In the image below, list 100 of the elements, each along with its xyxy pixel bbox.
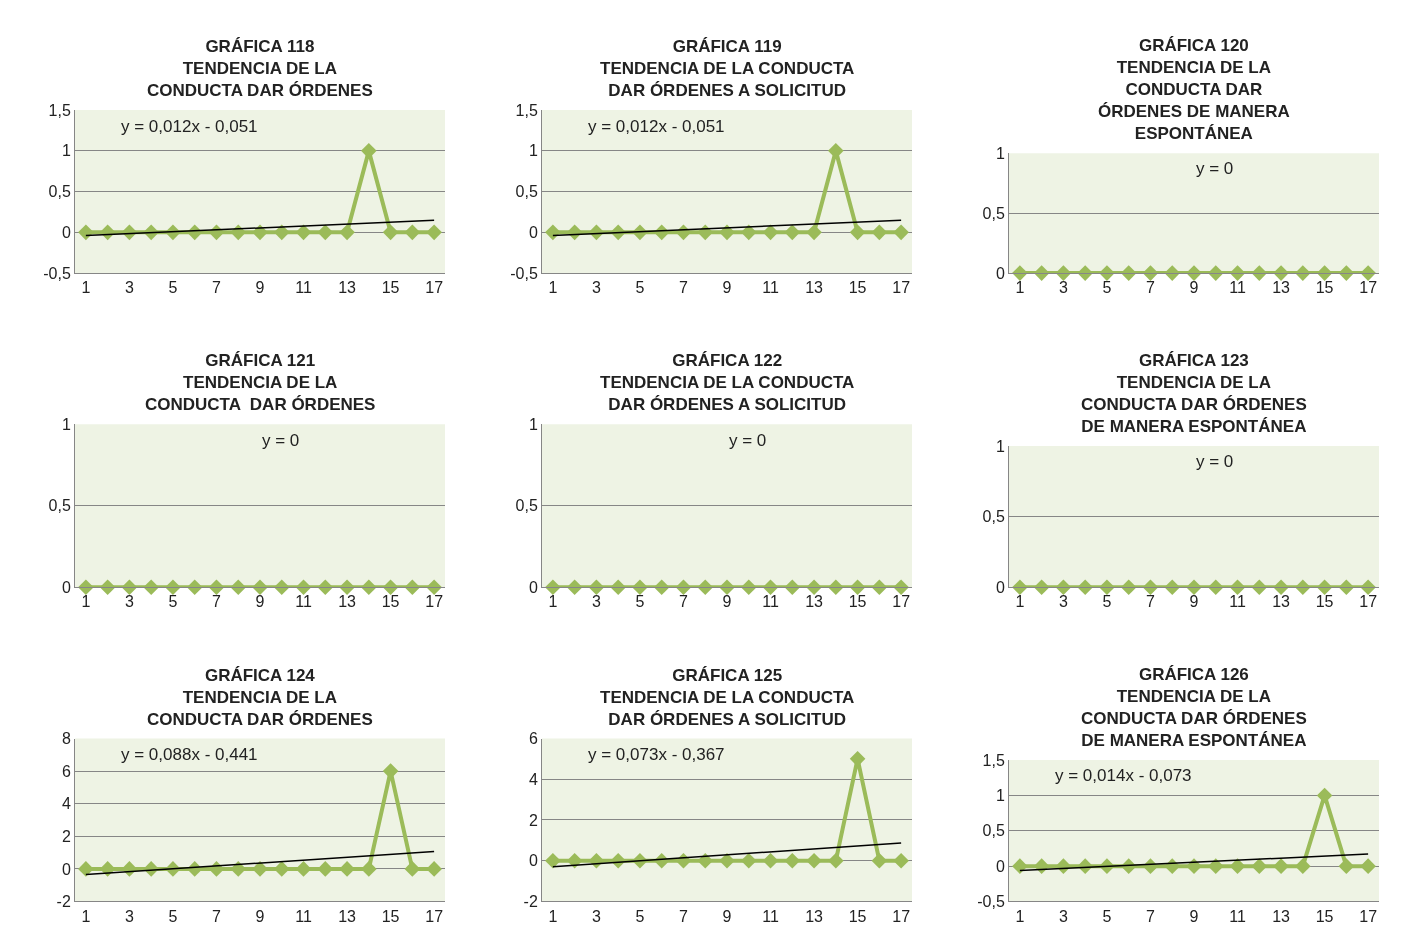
y-tick-label: -0,5 [510,264,538,282]
y-tick-label: 1 [528,142,538,160]
y-tick-label: 2 [61,827,71,845]
y-tick-label: 0,5 [515,497,538,515]
y-tick-label: 1 [995,787,1005,805]
x-tick-label: 3 [1058,907,1068,925]
x-tick-label: 5 [168,279,178,297]
y-tick-label: 0 [61,578,71,596]
x-tick-label: 17 [425,907,444,925]
x-tick-label: 3 [124,907,134,925]
y-tick-label: 1,5 [982,751,1005,769]
y-tick-label: 0,5 [48,497,71,515]
chart-title: GRÁFICA 124 TENDENCIA DE LA CONDUCTA DAR ÓRDENES [147,666,373,730]
y-tick-label: 1 [995,437,1005,455]
y-tick-label: 1 [528,415,538,433]
x-tick-label: 5 [635,593,645,611]
x-tick-label: 3 [1058,279,1068,297]
x-tick-label: 7 [679,907,689,925]
x-tick-label: 1 [548,279,558,297]
y-tick-label: -2 [56,893,71,911]
x-tick-label: 7 [1146,907,1156,925]
y-tick-label: 0 [995,264,1005,282]
x-tick-label: 1 [1015,907,1025,925]
x-tick-label: 15 [381,279,400,297]
y-tick-label: -0,5 [977,893,1005,911]
chart-title: GRÁFICA 125 TENDENCIA DE LA CONDUCTA DAR ÓRDENES A SOLICITUD [600,666,855,730]
y-tick-label: -2 [523,893,538,911]
x-tick-label: 7 [212,593,222,611]
annotation: y = 0 [1196,452,1234,471]
x-tick-label: 1 [548,907,558,925]
x-tick-label: 7 [212,279,222,297]
x-tick-label: 11 [1229,593,1246,611]
y-tick-label: 0 [995,578,1005,596]
x-tick-label: 9 [1189,907,1199,925]
x-tick-label: 5 [1102,593,1112,611]
chart-title: GRÁFICA 121 TENDENCIA DE LA CONDUCTA DAR ÓRDENES [145,351,376,415]
x-tick-label: 15 [1315,907,1334,925]
x-tick-label: 9 [722,593,732,611]
y-tick-label: 4 [528,770,538,788]
x-tick-label: 15 [848,593,867,611]
annotation: y = 0 [729,431,767,450]
x-tick-label: 15 [381,593,400,611]
x-tick-label: 3 [1058,593,1068,611]
x-tick-label: 1 [548,593,558,611]
y-tick-label: 0 [61,860,71,878]
chart-title: GRÁFICA 120 TENDENCIA DE LA CONDUCTA DAR ÓRDENES DE MANERA ESPONTÁNEA [1098,36,1290,144]
annotation: y = 0,073x - 0,367 [588,745,725,764]
x-tick-label: 7 [1146,593,1156,611]
x-tick-label: 13 [1272,593,1291,611]
annotation: y = 0 [262,431,300,450]
x-tick-label: 1 [1015,279,1025,297]
x-tick-label: 9 [255,279,265,297]
x-tick-label: 15 [1315,279,1334,297]
x-tick-label: 1 [81,907,91,925]
chart-title: GRÁFICA 126 TENDENCIA DE LA CONDUCTA DAR ÓRDENES DE MANERA ESPONTÁNEA [1081,665,1307,751]
y-tick-label: 0,5 [982,822,1005,840]
x-tick-label: 15 [848,907,867,925]
y-tick-label: 6 [528,730,538,748]
x-tick-label: 15 [1315,593,1334,611]
x-tick-label: 13 [338,593,357,611]
x-tick-label: 3 [591,907,601,925]
x-tick-label: 9 [1189,279,1199,297]
x-tick-label: 17 [1359,907,1378,925]
x-tick-label: 13 [338,279,357,297]
x-tick-label: 9 [255,907,265,925]
x-tick-label: 5 [1102,279,1112,297]
x-tick-label: 13 [805,593,824,611]
y-tick-label: 0 [995,857,1005,875]
y-tick-label: 0,5 [48,183,71,201]
x-tick-label: 11 [762,593,779,611]
x-tick-label: 13 [1272,279,1291,297]
x-tick-label: 17 [1359,279,1378,297]
x-tick-label: 5 [168,907,178,925]
x-tick-label: 13 [338,907,357,925]
annotation: y = 0 [1196,159,1234,178]
x-tick-label: 11 [762,279,779,297]
chart-title: GRÁFICA 123 TENDENCIA DE LA CONDUCTA DAR ÓRDENES DE MANERA ESPONTÁNEA [1081,351,1307,437]
x-tick-label: 1 [81,279,91,297]
x-tick-label: 9 [722,907,732,925]
x-tick-label: 5 [635,907,645,925]
y-tick-label: -0,5 [43,264,71,282]
y-tick-label: 8 [61,730,71,748]
x-tick-label: 5 [635,279,645,297]
y-tick-label: 0,5 [982,508,1005,526]
x-tick-label: 7 [212,907,222,925]
x-tick-label: 9 [1189,593,1199,611]
x-tick-label: 3 [124,279,134,297]
x-tick-label: 11 [762,907,779,925]
x-tick-label: 17 [425,593,444,611]
y-tick-label: 1 [61,415,71,433]
y-tick-label: 1 [61,142,71,160]
x-tick-label: 11 [295,907,312,925]
y-tick-label: 0,5 [982,204,1005,222]
x-tick-label: 1 [1015,593,1025,611]
y-tick-label: 0 [528,223,538,241]
chart-title: GRÁFICA 118 TENDENCIA DE LA CONDUCTA DAR ÓRDENES [147,37,373,101]
x-tick-label: 3 [591,279,601,297]
y-tick-label: 1 [995,144,1005,162]
x-tick-label: 13 [805,907,824,925]
chart-title: GRÁFICA 122 TENDENCIA DE LA CONDUCTA DAR ÓRDENES A SOLICITUD [600,351,855,415]
